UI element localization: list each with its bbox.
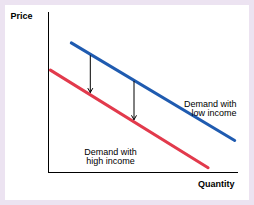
svg-text:Quantity: Quantity xyxy=(198,179,235,189)
svg-text:Demand withhigh income: Demand withhigh income xyxy=(84,147,137,166)
svg-text:Price: Price xyxy=(11,11,33,21)
svg-text:Demand withlow income: Demand withlow income xyxy=(184,99,237,118)
